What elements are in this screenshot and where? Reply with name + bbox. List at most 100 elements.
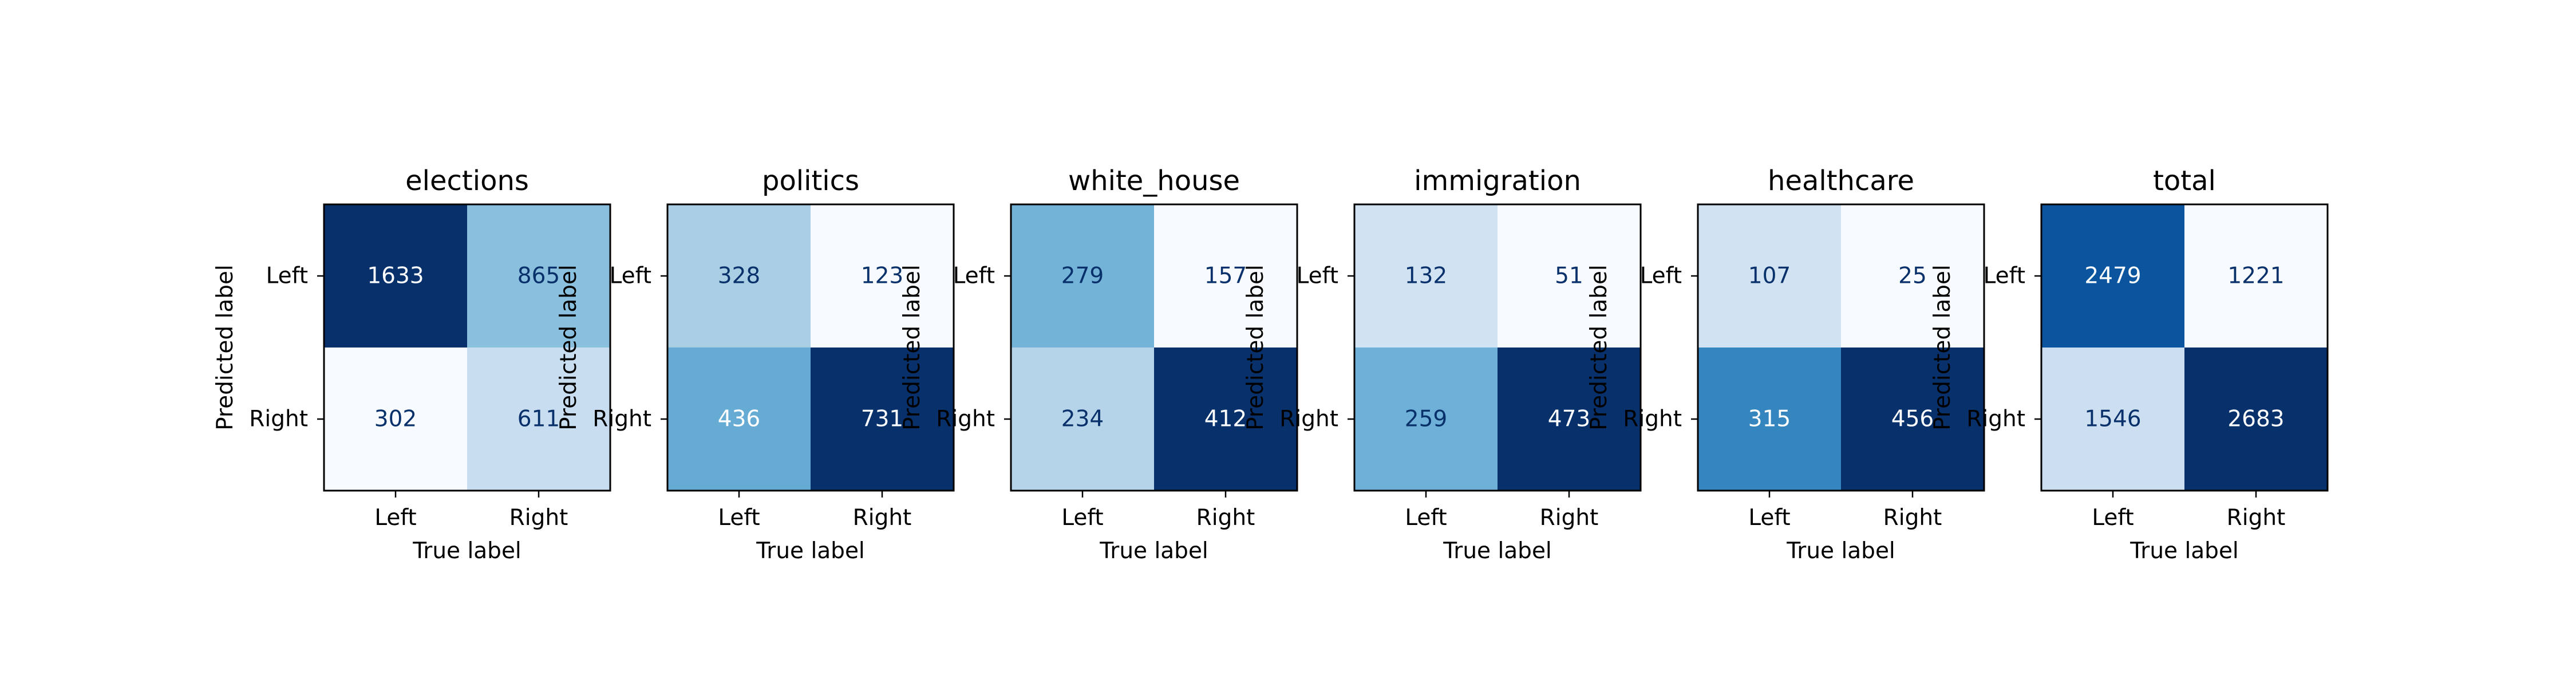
cell-value-label: 25 bbox=[1898, 263, 1927, 289]
y-axis-label: Predicted label bbox=[1586, 264, 1612, 431]
cell-value-label: 51 bbox=[1555, 263, 1583, 289]
matrix-cell bbox=[667, 348, 811, 491]
x-tick-label: Right bbox=[1196, 505, 1255, 531]
panel-immigration: 132 51 259 473 immigration Left Right Left Right… bbox=[1243, 165, 1642, 564]
matrix-cell bbox=[1498, 204, 1641, 348]
y-tick-label: Left bbox=[1297, 263, 1338, 289]
y-tick-label: Right bbox=[1623, 406, 1682, 432]
x-tick-label: Right bbox=[509, 505, 568, 531]
panel-title: healthcare bbox=[1768, 165, 1914, 197]
matrix-cell bbox=[2184, 348, 2328, 491]
panel-healthcare: 107 25 315 456 healthcare Left Right Left Right T… bbox=[1586, 165, 1985, 564]
matrix-cell bbox=[2041, 348, 2184, 491]
axes-frame bbox=[1697, 203, 1985, 492]
cell-value-label: 865 bbox=[517, 263, 560, 289]
axes-frame bbox=[1010, 203, 1298, 492]
matrix-cell bbox=[2041, 204, 2184, 348]
y-tick-label: Right bbox=[936, 406, 995, 432]
cell-value-label: 611 bbox=[517, 406, 560, 432]
panel-total: 2479 1221 1546 2683 total Left Right Left Right T… bbox=[1930, 165, 2329, 564]
axes-frame bbox=[323, 203, 611, 492]
cell-value-label: 259 bbox=[1405, 406, 1447, 432]
matrix-cell bbox=[1498, 348, 1641, 491]
y-axis-label: Predicted label bbox=[212, 264, 238, 431]
y-tick-label: Left bbox=[1640, 263, 1682, 289]
x-axis-label: True label bbox=[756, 538, 865, 564]
matrix-cell bbox=[811, 348, 954, 491]
y-tick-label: Right bbox=[1279, 406, 1338, 432]
panel-title: white_house bbox=[1068, 165, 1240, 197]
x-tick-label: Left bbox=[374, 505, 416, 531]
panel-politics: 328 123 436 731 politics Left Right Left Right Tr… bbox=[556, 165, 955, 564]
cell-value-label: 315 bbox=[1748, 406, 1791, 432]
matrix-cell bbox=[1841, 348, 1984, 491]
x-tick-label: Left bbox=[1748, 505, 1790, 531]
x-tick-label: Right bbox=[1883, 505, 1942, 531]
matrix-cell bbox=[1354, 348, 1498, 491]
matrix-cell bbox=[1698, 348, 1841, 491]
panel-elections: 1633 865 302 611 elections Left Right Left Right… bbox=[212, 165, 611, 564]
matrix-cell bbox=[811, 204, 954, 348]
y-tick-label: Left bbox=[1984, 263, 2025, 289]
cell-value-label: 123 bbox=[861, 263, 903, 289]
y-tick-label: Left bbox=[953, 263, 995, 289]
panel-title: elections bbox=[405, 165, 529, 197]
x-axis-label: True label bbox=[412, 538, 521, 564]
matrix-cell bbox=[324, 348, 467, 491]
matrix-cell bbox=[1698, 204, 1841, 348]
y-axis-label: Predicted label bbox=[1243, 264, 1269, 431]
cell-value-label: 328 bbox=[718, 263, 760, 289]
x-axis-label: True label bbox=[1443, 538, 1552, 564]
cell-value-label: 302 bbox=[374, 406, 417, 432]
y-tick-label: Right bbox=[1966, 406, 2025, 432]
panel-title: politics bbox=[762, 165, 859, 197]
x-tick-label: Left bbox=[2092, 505, 2134, 531]
y-axis-label: Predicted label bbox=[1930, 264, 1955, 431]
y-tick-label: Left bbox=[610, 263, 651, 289]
axes-frame bbox=[666, 203, 955, 492]
x-axis-label: True label bbox=[1099, 538, 1208, 564]
matrix-cell bbox=[1011, 348, 1154, 491]
cell-value-label: 234 bbox=[1061, 406, 1104, 432]
x-tick-label: Left bbox=[718, 505, 760, 531]
cell-value-label: 456 bbox=[1891, 406, 1934, 432]
x-axis-label: True label bbox=[2129, 538, 2239, 564]
cell-value-label: 473 bbox=[1548, 406, 1590, 432]
matrix-cell bbox=[2184, 204, 2328, 348]
y-axis-label: Predicted label bbox=[899, 264, 925, 431]
panel-title: total bbox=[2153, 165, 2216, 197]
matrix-cell bbox=[324, 204, 467, 348]
cell-value-label: 132 bbox=[1405, 263, 1447, 289]
cell-value-label: 279 bbox=[1061, 263, 1104, 289]
cell-value-label: 436 bbox=[718, 406, 760, 432]
x-tick-label: Right bbox=[1540, 505, 1599, 531]
matrix-cell bbox=[1354, 204, 1498, 348]
cell-value-label: 2683 bbox=[2227, 406, 2284, 432]
cell-value-label: 1633 bbox=[367, 263, 424, 289]
cell-value-label: 412 bbox=[1204, 406, 1247, 432]
panel-white-house: 279 157 234 412 white_house Left Right Left Righ… bbox=[899, 165, 1298, 564]
matrix-cell bbox=[467, 204, 610, 348]
y-tick-label: Right bbox=[249, 406, 308, 432]
cell-value-label: 1221 bbox=[2227, 263, 2284, 289]
matrix-cell bbox=[1011, 204, 1154, 348]
matrix-cell bbox=[667, 204, 811, 348]
cell-value-label: 107 bbox=[1748, 263, 1791, 289]
matrix-cell bbox=[1154, 348, 1297, 491]
matrix-cell bbox=[467, 348, 610, 491]
x-axis-label: True label bbox=[1786, 538, 1895, 564]
y-tick-label: Right bbox=[592, 406, 651, 432]
axes-frame bbox=[2040, 203, 2329, 492]
matrix-cell bbox=[1154, 204, 1297, 348]
cell-value-label: 2479 bbox=[2084, 263, 2141, 289]
cell-value-label: 157 bbox=[1204, 263, 1247, 289]
x-tick-label: Right bbox=[853, 505, 912, 531]
y-axis-label: Predicted label bbox=[556, 264, 582, 431]
panel-title: immigration bbox=[1414, 165, 1581, 197]
x-tick-label: Right bbox=[2227, 505, 2286, 531]
cell-value-label: 1546 bbox=[2084, 406, 2141, 432]
axes-frame bbox=[1353, 203, 1642, 492]
x-tick-label: Left bbox=[1405, 505, 1447, 531]
cell-value-label: 731 bbox=[861, 406, 903, 432]
